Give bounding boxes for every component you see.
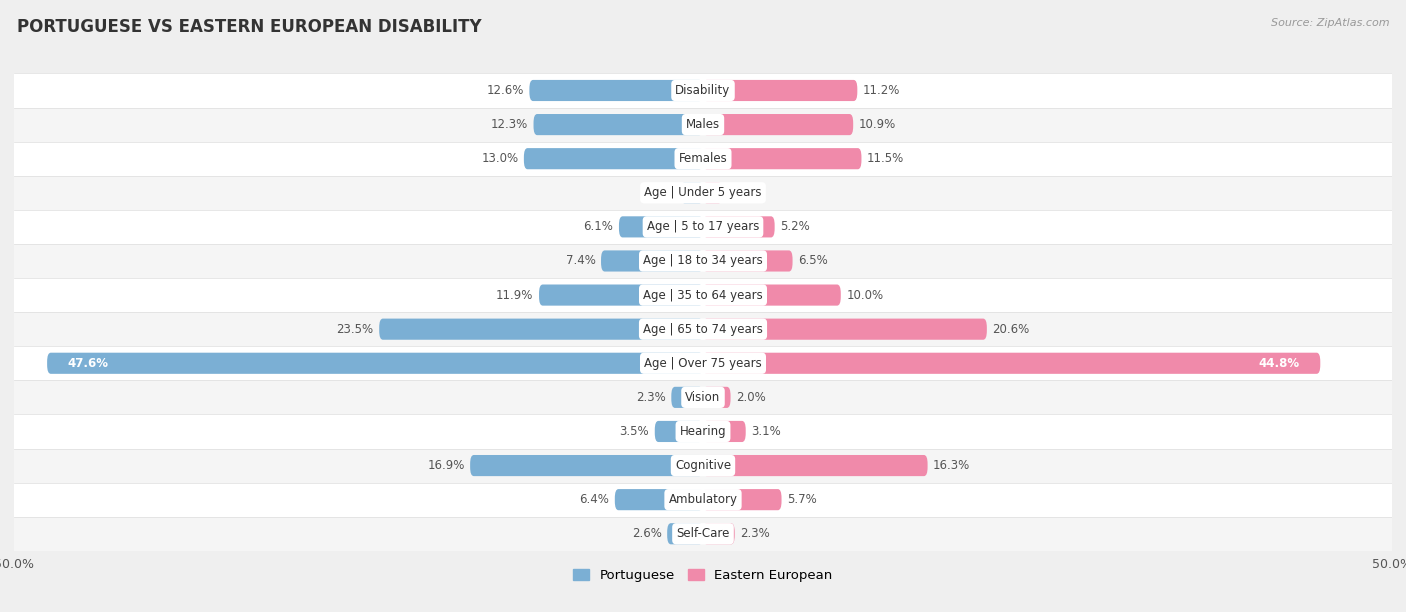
Bar <box>14 73 1392 108</box>
Text: 2.3%: 2.3% <box>636 391 666 404</box>
Bar <box>14 141 1392 176</box>
FancyBboxPatch shape <box>533 114 703 135</box>
Text: Ambulatory: Ambulatory <box>668 493 738 506</box>
FancyBboxPatch shape <box>703 114 853 135</box>
Text: 2.6%: 2.6% <box>631 528 662 540</box>
Text: 3.5%: 3.5% <box>620 425 650 438</box>
Bar <box>14 210 1392 244</box>
Text: 10.9%: 10.9% <box>859 118 896 131</box>
Text: 6.1%: 6.1% <box>583 220 613 233</box>
FancyBboxPatch shape <box>48 353 703 374</box>
FancyBboxPatch shape <box>703 182 723 203</box>
Legend: Portuguese, Eastern European: Portuguese, Eastern European <box>568 564 838 587</box>
FancyBboxPatch shape <box>655 421 703 442</box>
Bar <box>14 517 1392 551</box>
Text: Females: Females <box>679 152 727 165</box>
FancyBboxPatch shape <box>703 148 862 170</box>
FancyBboxPatch shape <box>703 421 745 442</box>
Text: 11.5%: 11.5% <box>868 152 904 165</box>
FancyBboxPatch shape <box>703 216 775 237</box>
Text: 10.0%: 10.0% <box>846 289 883 302</box>
Text: Self-Care: Self-Care <box>676 528 730 540</box>
FancyBboxPatch shape <box>668 523 703 544</box>
Text: Cognitive: Cognitive <box>675 459 731 472</box>
Text: 13.0%: 13.0% <box>481 152 519 165</box>
Text: Disability: Disability <box>675 84 731 97</box>
Text: 2.3%: 2.3% <box>740 528 770 540</box>
Text: Age | Over 75 years: Age | Over 75 years <box>644 357 762 370</box>
Text: 3.1%: 3.1% <box>751 425 780 438</box>
Text: 1.6%: 1.6% <box>645 186 675 200</box>
FancyBboxPatch shape <box>703 489 782 510</box>
Text: 2.0%: 2.0% <box>737 391 766 404</box>
Bar <box>14 483 1392 517</box>
Bar <box>14 414 1392 449</box>
FancyBboxPatch shape <box>470 455 703 476</box>
FancyBboxPatch shape <box>380 319 703 340</box>
FancyBboxPatch shape <box>600 250 703 272</box>
Text: 11.9%: 11.9% <box>496 289 533 302</box>
FancyBboxPatch shape <box>538 285 703 305</box>
Text: PORTUGUESE VS EASTERN EUROPEAN DISABILITY: PORTUGUESE VS EASTERN EUROPEAN DISABILIT… <box>17 18 481 36</box>
Bar <box>14 380 1392 414</box>
FancyBboxPatch shape <box>524 148 703 170</box>
Bar <box>14 244 1392 278</box>
FancyBboxPatch shape <box>530 80 703 101</box>
FancyBboxPatch shape <box>703 455 928 476</box>
Text: Males: Males <box>686 118 720 131</box>
FancyBboxPatch shape <box>703 250 793 272</box>
FancyBboxPatch shape <box>703 80 858 101</box>
Text: 12.3%: 12.3% <box>491 118 529 131</box>
Bar <box>14 176 1392 210</box>
Text: 5.7%: 5.7% <box>787 493 817 506</box>
Text: Vision: Vision <box>685 391 721 404</box>
Text: 11.2%: 11.2% <box>863 84 900 97</box>
Text: Source: ZipAtlas.com: Source: ZipAtlas.com <box>1271 18 1389 28</box>
FancyBboxPatch shape <box>671 387 703 408</box>
FancyBboxPatch shape <box>681 182 703 203</box>
Text: 44.8%: 44.8% <box>1258 357 1299 370</box>
Text: Age | 65 to 74 years: Age | 65 to 74 years <box>643 323 763 335</box>
Bar <box>14 346 1392 380</box>
FancyBboxPatch shape <box>614 489 703 510</box>
FancyBboxPatch shape <box>703 353 1320 374</box>
Bar <box>14 278 1392 312</box>
Text: 23.5%: 23.5% <box>336 323 374 335</box>
Text: 5.2%: 5.2% <box>780 220 810 233</box>
FancyBboxPatch shape <box>703 285 841 305</box>
Text: 12.6%: 12.6% <box>486 84 524 97</box>
FancyBboxPatch shape <box>619 216 703 237</box>
FancyBboxPatch shape <box>703 319 987 340</box>
Text: 7.4%: 7.4% <box>565 255 596 267</box>
Text: Hearing: Hearing <box>679 425 727 438</box>
Text: 16.3%: 16.3% <box>934 459 970 472</box>
Text: 6.4%: 6.4% <box>579 493 609 506</box>
Bar <box>14 108 1392 141</box>
Text: Age | 18 to 34 years: Age | 18 to 34 years <box>643 255 763 267</box>
Bar <box>14 449 1392 483</box>
Text: Age | Under 5 years: Age | Under 5 years <box>644 186 762 200</box>
Text: 6.5%: 6.5% <box>799 255 828 267</box>
Text: Age | 35 to 64 years: Age | 35 to 64 years <box>643 289 763 302</box>
Text: 47.6%: 47.6% <box>67 357 108 370</box>
Text: Age | 5 to 17 years: Age | 5 to 17 years <box>647 220 759 233</box>
Text: 20.6%: 20.6% <box>993 323 1029 335</box>
FancyBboxPatch shape <box>703 387 731 408</box>
Text: 1.4%: 1.4% <box>728 186 758 200</box>
Bar <box>14 312 1392 346</box>
FancyBboxPatch shape <box>703 523 735 544</box>
Text: 16.9%: 16.9% <box>427 459 464 472</box>
